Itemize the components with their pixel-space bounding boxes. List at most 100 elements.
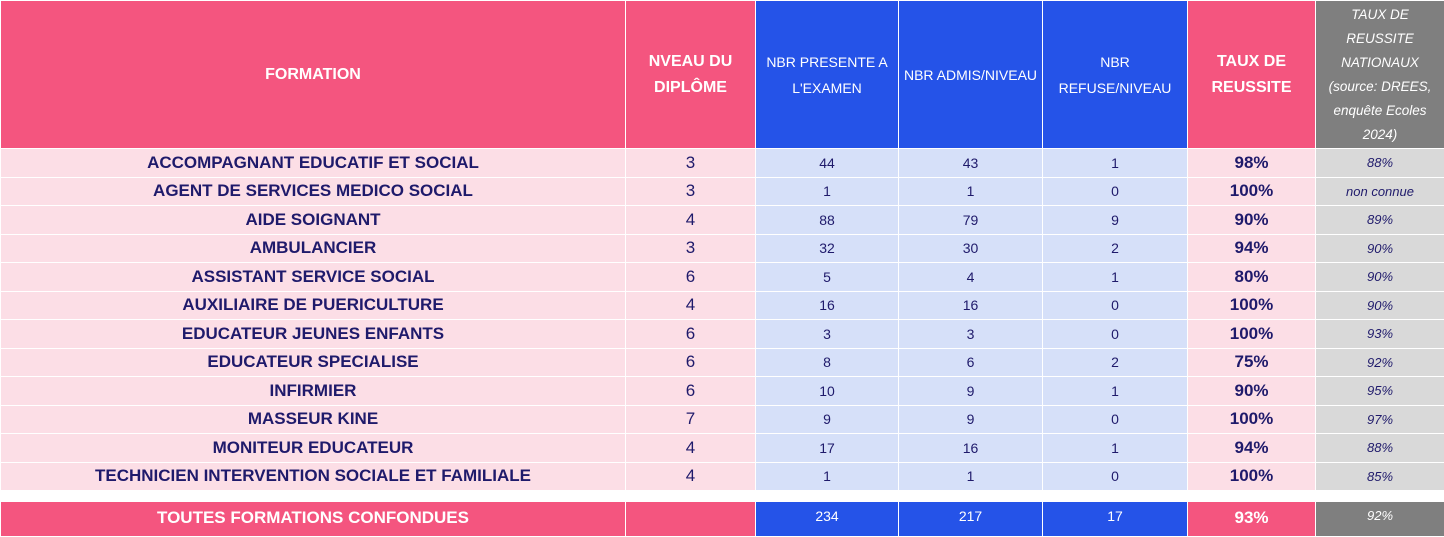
cell-niveau: 3 (626, 234, 756, 263)
cell-taux: 100% (1188, 177, 1316, 206)
cell-formation: ASSISTANT SERVICE SOCIAL (1, 263, 626, 292)
cell-taux: 100% (1188, 462, 1316, 491)
spacer (1, 491, 1444, 502)
cell-formation: AGENT DE SERVICES MEDICO SOCIAL (1, 177, 626, 206)
cell-national: 93% (1316, 320, 1444, 349)
cell-taux: 90% (1188, 206, 1316, 235)
header-formation: FORMATION (1, 1, 626, 149)
cell-niveau: 6 (626, 263, 756, 292)
header-taux: TAUX DE REUSSITE (1188, 1, 1316, 149)
cell-admis: 9 (899, 405, 1043, 434)
cell-presente: 32 (756, 234, 899, 263)
cell-national: non connue (1316, 177, 1444, 206)
header-niveau: NVEAU DU DIPLÔME (626, 1, 756, 149)
cell-formation: AUXILIAIRE DE PUERICULTURE (1, 291, 626, 320)
cell-niveau: 4 (626, 462, 756, 491)
cell-refuse: 1 (1043, 434, 1188, 463)
cell-presente: 9 (756, 405, 899, 434)
cell-admis: 30 (899, 234, 1043, 263)
cell-refuse: 9 (1043, 206, 1188, 235)
cell-formation: AIDE SOIGNANT (1, 206, 626, 235)
cell-national: 88% (1316, 149, 1444, 178)
cell-refuse: 2 (1043, 234, 1188, 263)
cell-niveau: 6 (626, 348, 756, 377)
cell-taux: 100% (1188, 405, 1316, 434)
cell-presente: 3 (756, 320, 899, 349)
cell-formation: AMBULANCIER (1, 234, 626, 263)
cell-taux: 98% (1188, 149, 1316, 178)
cell-refuse: 0 (1043, 177, 1188, 206)
cell-taux: 75% (1188, 348, 1316, 377)
cell-national: 89% (1316, 206, 1444, 235)
cell-taux: 100% (1188, 291, 1316, 320)
cell-refuse: 1 (1043, 149, 1188, 178)
cell-presente: 17 (756, 434, 899, 463)
cell-admis: 79 (899, 206, 1043, 235)
cell-taux: 80% (1188, 263, 1316, 292)
total-taux: 93% (1188, 502, 1316, 537)
table-row: TECHNICIEN INTERVENTION SOCIALE ET FAMIL… (1, 462, 1444, 491)
cell-national: 85% (1316, 462, 1444, 491)
cell-niveau: 3 (626, 177, 756, 206)
cell-taux: 94% (1188, 234, 1316, 263)
total-formation: TOUTES FORMATIONS CONFONDUES (1, 502, 626, 537)
total-national: 92% (1316, 502, 1444, 537)
cell-niveau: 4 (626, 206, 756, 235)
cell-refuse: 1 (1043, 377, 1188, 406)
cell-presente: 5 (756, 263, 899, 292)
cell-admis: 43 (899, 149, 1043, 178)
cell-national: 97% (1316, 405, 1444, 434)
cell-formation: TECHNICIEN INTERVENTION SOCIALE ET FAMIL… (1, 462, 626, 491)
cell-presente: 44 (756, 149, 899, 178)
cell-admis: 1 (899, 462, 1043, 491)
cell-niveau: 4 (626, 291, 756, 320)
cell-niveau: 6 (626, 377, 756, 406)
cell-formation: INFIRMIER (1, 377, 626, 406)
cell-national: 90% (1316, 234, 1444, 263)
header-row: FORMATION NVEAU DU DIPLÔME NBR PRESENTE … (1, 1, 1444, 149)
cell-formation: MASSEUR KINE (1, 405, 626, 434)
cell-presente: 8 (756, 348, 899, 377)
cell-refuse: 0 (1043, 405, 1188, 434)
cell-national: 90% (1316, 291, 1444, 320)
cell-admis: 1 (899, 177, 1043, 206)
cell-presente: 16 (756, 291, 899, 320)
cell-national: 90% (1316, 263, 1444, 292)
cell-refuse: 0 (1043, 320, 1188, 349)
cell-presente: 10 (756, 377, 899, 406)
total-presente: 234 (756, 502, 899, 537)
cell-presente: 88 (756, 206, 899, 235)
cell-national: 95% (1316, 377, 1444, 406)
cell-formation: EDUCATEUR SPECIALISE (1, 348, 626, 377)
cell-formation: ACCOMPAGNANT EDUCATIF ET SOCIAL (1, 149, 626, 178)
cell-refuse: 0 (1043, 291, 1188, 320)
total-niveau (626, 502, 756, 537)
total-admis: 217 (899, 502, 1043, 537)
header-admis: NBR ADMIS/NIVEAU (899, 1, 1043, 149)
cell-niveau: 3 (626, 149, 756, 178)
header-refuse: NBR REFUSE/NIVEAU (1043, 1, 1188, 149)
cell-presente: 1 (756, 462, 899, 491)
cell-niveau: 4 (626, 434, 756, 463)
cell-admis: 16 (899, 434, 1043, 463)
header-presente: NBR PRESENTE A L'EXAMEN (756, 1, 899, 149)
cell-taux: 94% (1188, 434, 1316, 463)
cell-niveau: 7 (626, 405, 756, 434)
cell-admis: 9 (899, 377, 1043, 406)
total-refuse: 17 (1043, 502, 1188, 537)
cell-formation: EDUCATEUR JEUNES ENFANTS (1, 320, 626, 349)
cell-admis: 16 (899, 291, 1043, 320)
header-national: TAUX DE REUSSITE NATIONAUX (source: DREE… (1316, 1, 1444, 149)
total-row: TOUTES FORMATIONS CONFONDUES 234 217 17 … (1, 502, 1444, 537)
cell-national: 88% (1316, 434, 1444, 463)
cell-refuse: 1 (1043, 263, 1188, 292)
